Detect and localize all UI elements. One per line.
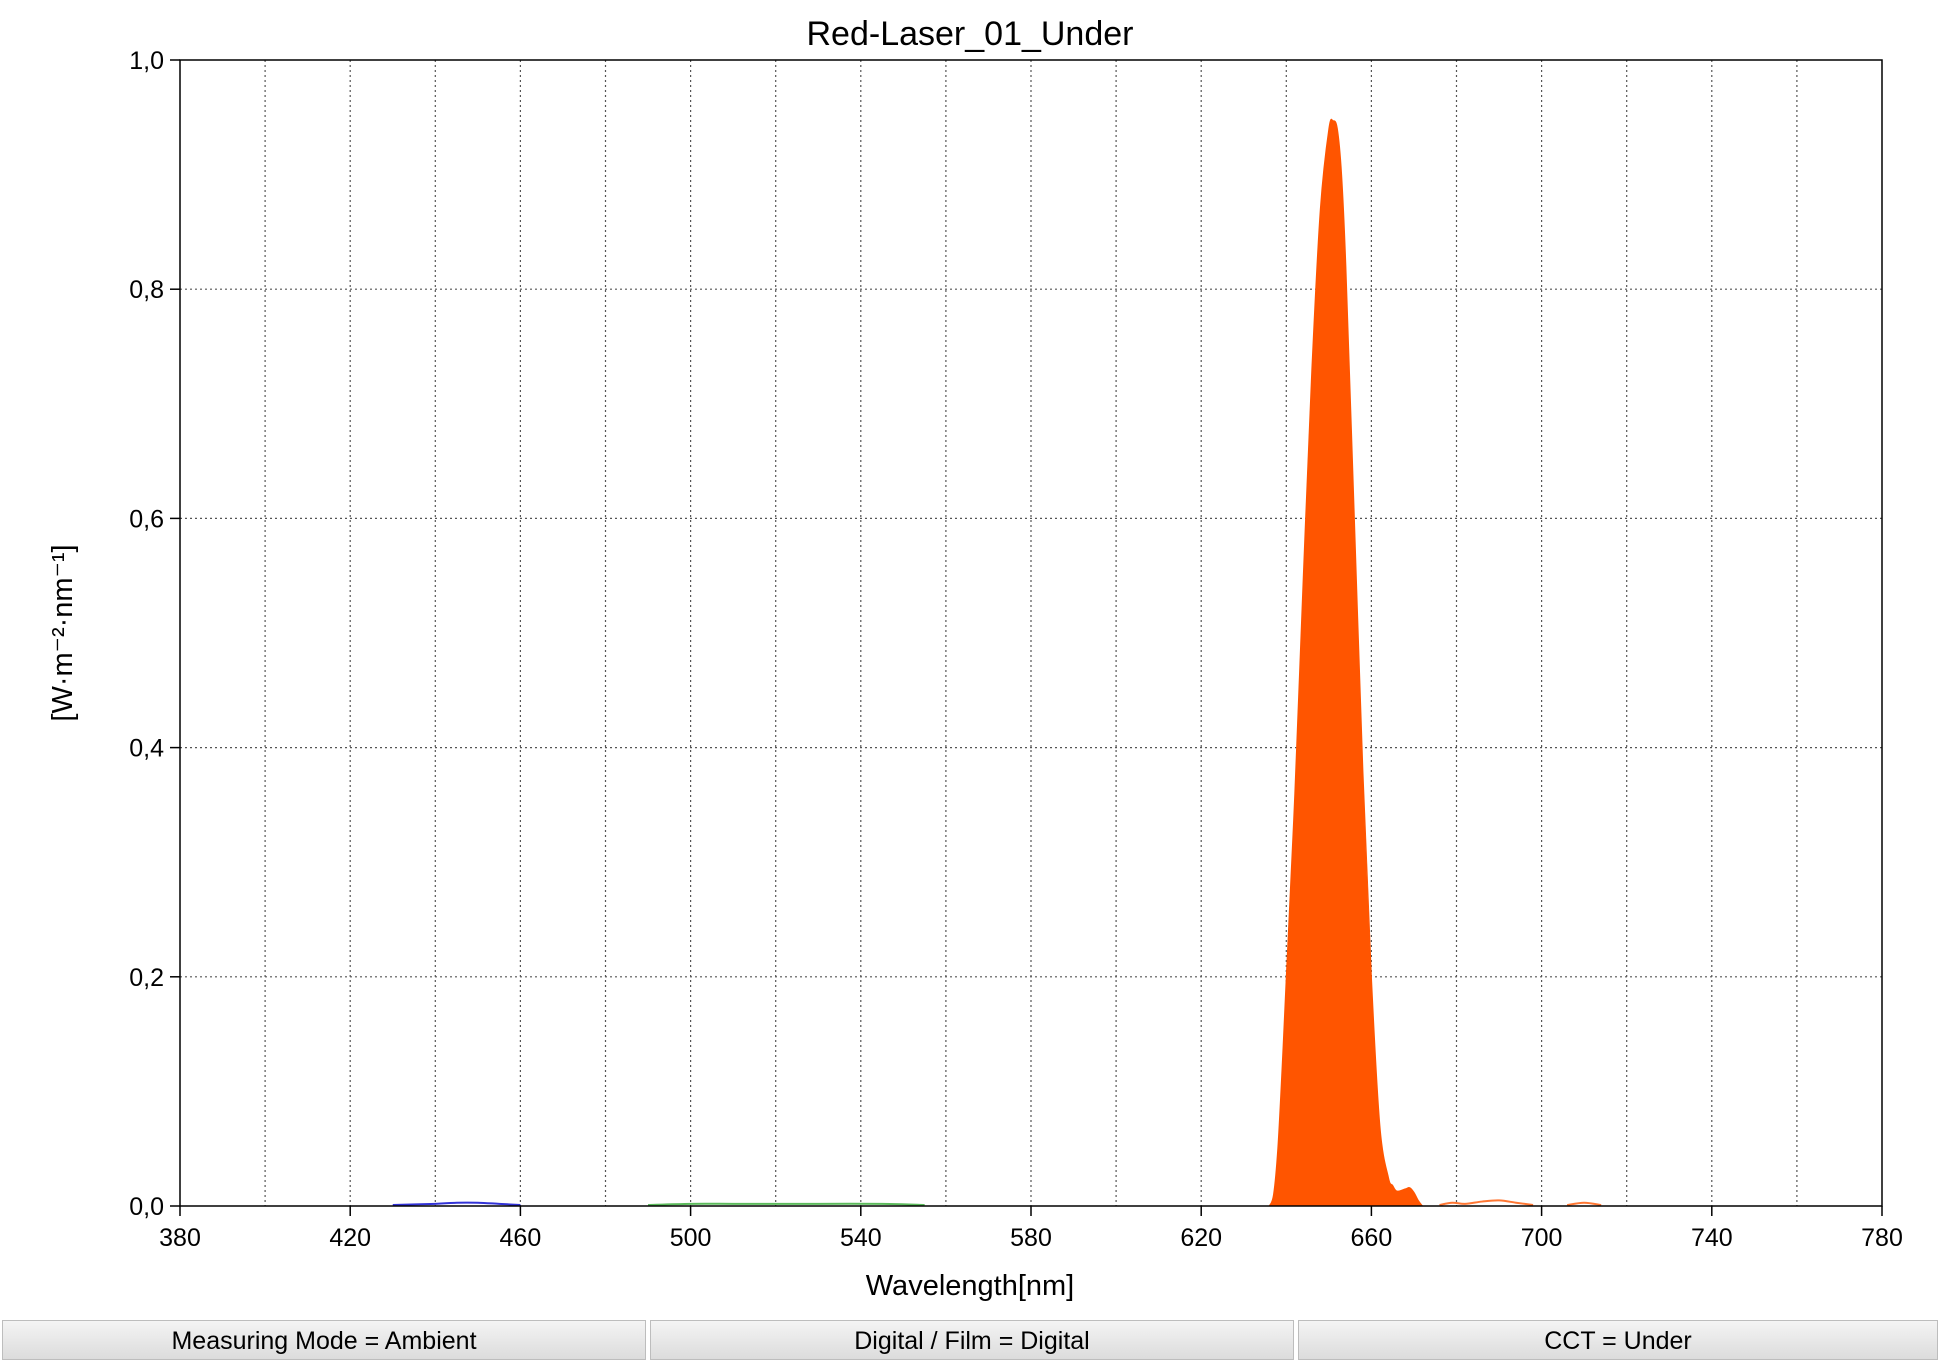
x-tick-label: 420 (329, 1224, 371, 1252)
y-tick-label: 0,8 (129, 276, 164, 304)
x-tick-label: 380 (159, 1224, 201, 1252)
y-tick-label: 0,0 (129, 1193, 164, 1221)
x-tick-label: 660 (1351, 1224, 1393, 1252)
minor-trace (1566, 1201, 1602, 1206)
spectrum-peak-area (1268, 118, 1424, 1207)
x-tick-label: 780 (1861, 1224, 1903, 1252)
status-digital-film: Digital / Film = Digital (650, 1320, 1294, 1360)
minor-trace (392, 1201, 521, 1206)
y-axis-ticks: 0,0 0,2 0,4 0,6 0,8 1,0 (129, 47, 180, 1221)
x-tick-label: 500 (670, 1224, 712, 1252)
status-cct: CCT = Under (1298, 1320, 1938, 1360)
spectrum-chart: Red-Laser_01_Under 380 420 460 500 540 580 620… (47, 15, 1903, 1302)
x-tick-label: 460 (500, 1224, 542, 1252)
minor-trace (1439, 1199, 1534, 1206)
minor-spectrum-traces (392, 1199, 1602, 1206)
x-tick-label: 620 (1180, 1224, 1222, 1252)
x-tick-label: 700 (1521, 1224, 1563, 1252)
minor-trace (648, 1202, 925, 1206)
x-tick-label: 740 (1691, 1224, 1733, 1252)
y-axis-label: [W·m⁻²·nm⁻¹] (47, 544, 79, 721)
spectrum-area (1268, 118, 1424, 1207)
y-tick-label: 0,4 (129, 735, 164, 763)
status-measuring-mode: Measuring Mode = Ambient (2, 1320, 646, 1360)
chart-title: Red-Laser_01_Under (807, 15, 1134, 53)
grid-lines (180, 60, 1882, 1206)
y-tick-label: 1,0 (129, 47, 164, 75)
x-axis-ticks: 380 420 460 500 540 580 620 660 700 740 780 (159, 1206, 1903, 1252)
y-tick-label: 0,2 (129, 964, 164, 992)
y-tick-label: 0,6 (129, 505, 164, 533)
status-bar: Measuring Mode = Ambient Digital / Film … (0, 1320, 1940, 1364)
x-tick-label: 580 (1010, 1224, 1052, 1252)
x-tick-label: 540 (840, 1224, 882, 1252)
x-axis-label: Wavelength[nm] (866, 1270, 1074, 1302)
